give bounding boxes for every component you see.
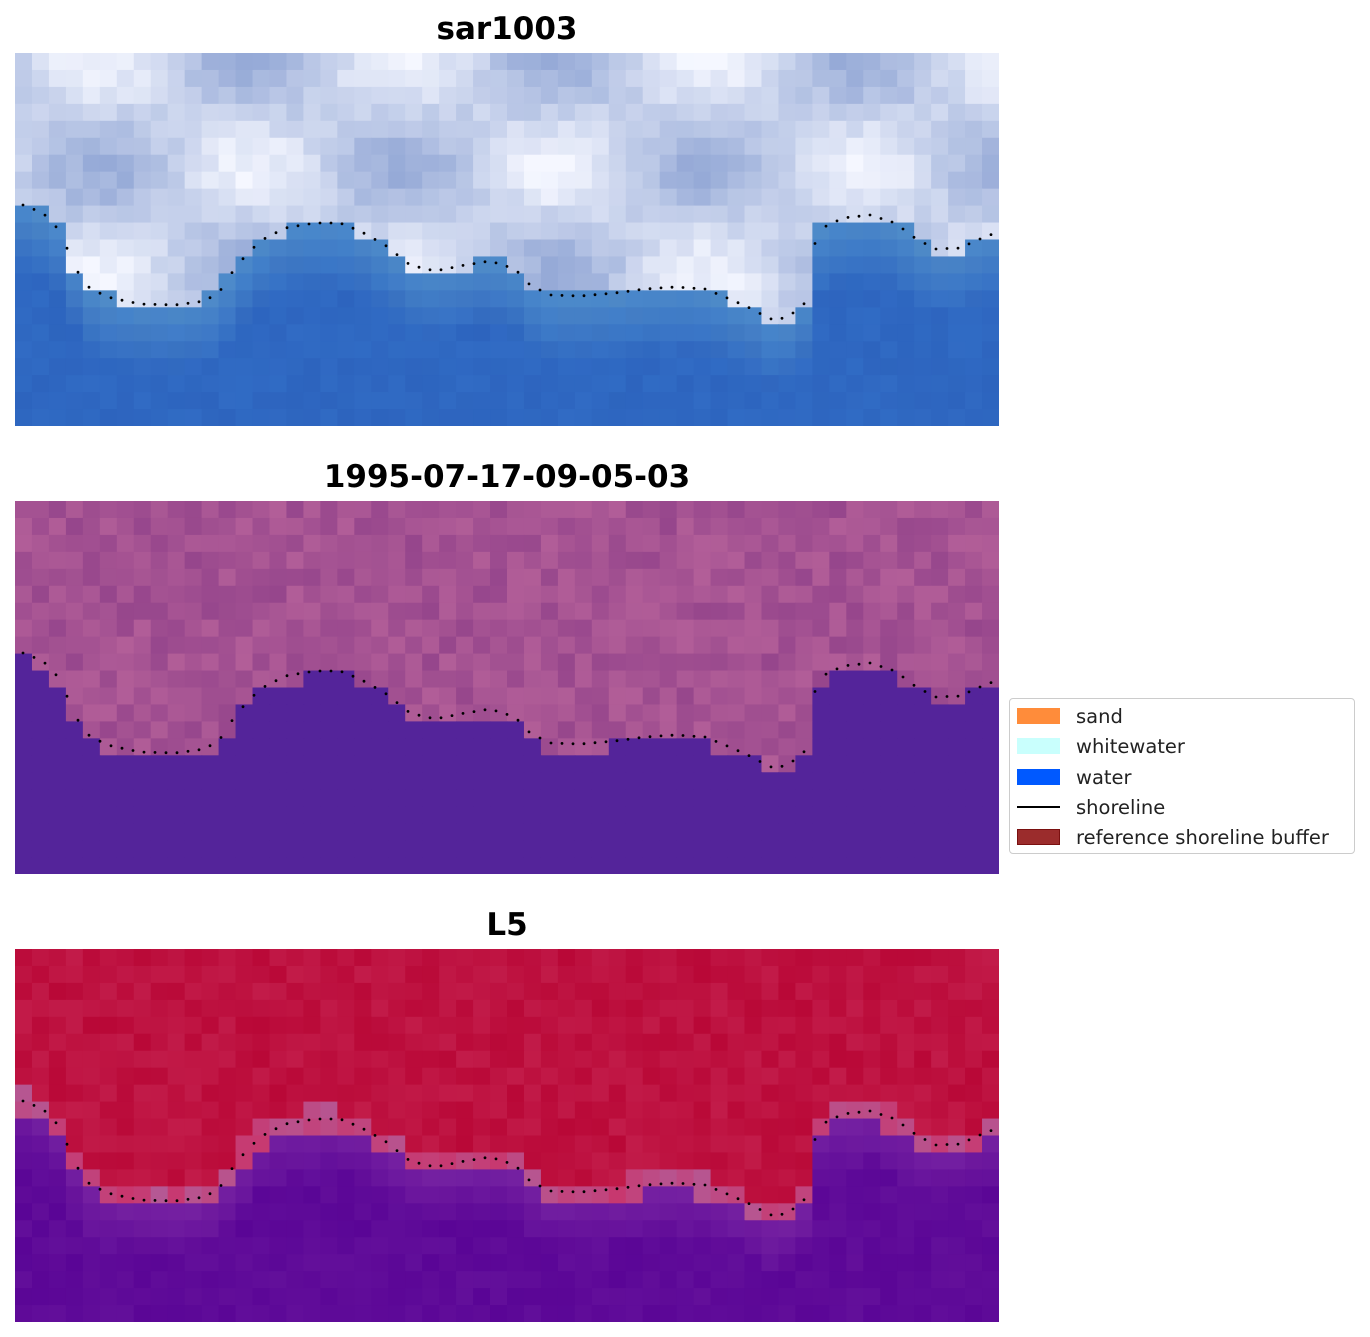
legend-item-water: water [1017,765,1132,789]
panel-title-sar1003: sar1003 [436,11,578,47]
legend-item-shoreline: shoreline [1017,795,1166,819]
legend-item-reference-buffer: reference shoreline buffer [1017,825,1329,849]
rgb-image-panel [15,53,999,426]
legend: sand whitewater water shoreline referenc… [1009,698,1355,854]
legend-swatch-sand [1017,708,1060,724]
classified-image-panel [15,501,999,874]
shoreline [21,1099,993,1217]
legend-label-shoreline: shoreline [1076,795,1166,819]
raster-pixels [15,949,999,1322]
raster-pixels [15,501,999,874]
legend-label-reference-buffer: reference shoreline buffer [1076,825,1329,849]
raster-pixels [15,53,999,426]
index-image-panel [15,949,999,1322]
legend-swatch-reference-buffer [1017,829,1060,845]
legend-line-shoreline [1017,806,1060,808]
rgb-image [15,53,999,426]
index-image [15,949,999,1322]
legend-item-whitewater: whitewater [1017,734,1185,758]
legend-label-water: water [1076,765,1132,789]
legend-item-sand: sand [1017,704,1123,728]
classified-image [15,501,999,874]
legend-swatch-whitewater [1017,738,1060,754]
legend-swatch-water [1017,769,1060,785]
shoreline [21,203,993,321]
panel-title-l5: L5 [486,907,528,943]
shoreline [21,651,993,769]
legend-label-whitewater: whitewater [1076,734,1185,758]
legend-label-sand: sand [1076,704,1123,728]
panel-title-date: 1995-07-17-09-05-03 [323,459,691,495]
